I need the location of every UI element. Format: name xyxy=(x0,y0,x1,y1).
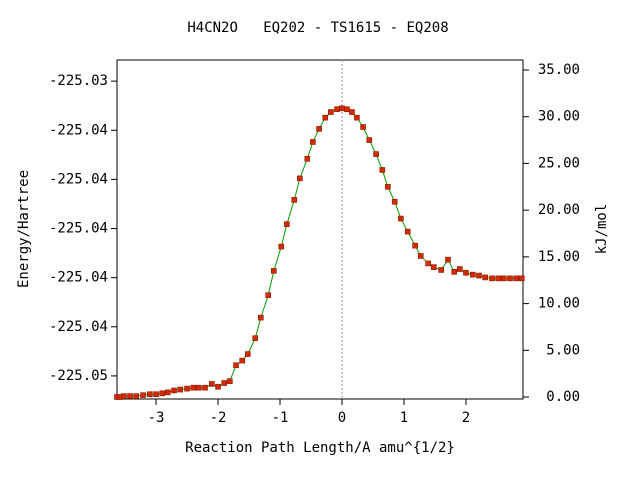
energy-point xyxy=(322,114,329,121)
y-tick-label: -225.03 xyxy=(49,73,108,89)
energy-point xyxy=(297,175,303,182)
energy-point xyxy=(482,274,488,281)
plot-frame xyxy=(116,59,524,400)
y-tick-label: -225.04 xyxy=(49,122,108,138)
energy-point xyxy=(291,197,298,203)
energy-point xyxy=(391,198,398,205)
y2-tick-label: 35.00 xyxy=(538,62,580,78)
energy-point xyxy=(438,267,444,273)
energy-point xyxy=(360,124,366,130)
energy-point xyxy=(221,380,228,386)
energy-point xyxy=(304,155,311,162)
y2-tick-label: 20.00 xyxy=(538,202,580,218)
energy-point xyxy=(233,362,239,369)
energy-point xyxy=(215,383,221,390)
energy-point xyxy=(171,387,177,394)
energy-point xyxy=(379,167,386,173)
energy-point xyxy=(430,264,437,270)
energy-point xyxy=(385,183,391,190)
x-tick-label: -1 xyxy=(272,410,289,426)
x-tick-label: 0 xyxy=(338,410,346,426)
energy-point xyxy=(469,271,476,278)
energy-point xyxy=(404,228,411,235)
energy-point xyxy=(202,384,208,391)
energy-point xyxy=(265,292,272,298)
x-axis-label: Reaction Path Length/A amu^{1/2} xyxy=(185,440,455,456)
energy-point xyxy=(190,384,197,391)
energy-point xyxy=(476,272,482,279)
energy-point xyxy=(412,242,418,249)
chart-title: H4CN2O EQ202 - TS1615 - EQ208 xyxy=(187,20,448,36)
energy-point xyxy=(354,114,360,121)
energy-point xyxy=(310,139,316,145)
y-tick-label: -225.04 xyxy=(49,270,108,286)
y-tick-label: -225.04 xyxy=(49,319,108,335)
y2-tick-label: 10.00 xyxy=(538,296,580,312)
energy-point xyxy=(349,109,355,115)
energy-point xyxy=(278,243,285,250)
energy-point xyxy=(133,393,140,399)
x-tick-label: 2 xyxy=(462,410,470,426)
energy-point xyxy=(334,106,340,113)
energy-point xyxy=(227,378,233,384)
energy-point xyxy=(153,391,159,398)
energy-point xyxy=(328,109,334,115)
energy-point xyxy=(159,390,166,397)
energy-point xyxy=(196,384,202,391)
y-tick-label: -225.04 xyxy=(49,221,108,237)
energy-point xyxy=(184,385,190,392)
energy-point xyxy=(284,221,290,227)
energy-point xyxy=(513,275,519,282)
energy-point xyxy=(344,106,350,113)
energy-point xyxy=(366,137,373,143)
energy-point xyxy=(258,314,264,321)
y-axis-label: Energy/Hartree xyxy=(16,170,32,288)
energy-point xyxy=(165,389,171,396)
energy-point xyxy=(271,268,277,274)
y2-axis-label: kJ/mol xyxy=(594,204,610,255)
energy-point xyxy=(456,266,463,272)
energy-point xyxy=(463,269,469,276)
energy-point xyxy=(177,386,184,393)
energy-point xyxy=(417,253,424,259)
energy-point xyxy=(398,215,404,222)
energy-point xyxy=(507,275,513,282)
energy-point xyxy=(373,151,379,157)
energy-point xyxy=(316,126,322,132)
energy-point xyxy=(489,275,495,282)
y-tick-label: -225.05 xyxy=(49,368,108,384)
energy-point xyxy=(425,260,431,267)
energy-point xyxy=(339,105,345,112)
energy-point xyxy=(252,335,259,341)
energy-point xyxy=(121,393,127,399)
energy-point xyxy=(445,256,451,263)
y2-tick-label: 15.00 xyxy=(538,249,580,265)
energy-point xyxy=(239,357,246,364)
energy-point xyxy=(518,275,525,282)
y2-tick-label: 5.00 xyxy=(546,342,580,358)
x-tick-label: 1 xyxy=(400,410,408,426)
y2-tick-label: 0.00 xyxy=(546,389,580,405)
y-tick-label: -225.04 xyxy=(49,171,108,187)
x-tick-label: -3 xyxy=(148,410,165,426)
energy-point xyxy=(209,381,215,387)
energy-point xyxy=(451,269,457,275)
energy-point xyxy=(127,393,133,399)
energy-point xyxy=(495,275,502,282)
energy-point xyxy=(140,392,146,398)
energy-line xyxy=(117,107,522,398)
y2-tick-label: 25.00 xyxy=(538,155,580,171)
y2-tick-label: 30.00 xyxy=(538,109,580,125)
energy-point xyxy=(147,391,153,398)
energy-point xyxy=(500,275,507,282)
energy-point xyxy=(244,351,251,357)
x-tick-label: -2 xyxy=(210,410,227,426)
